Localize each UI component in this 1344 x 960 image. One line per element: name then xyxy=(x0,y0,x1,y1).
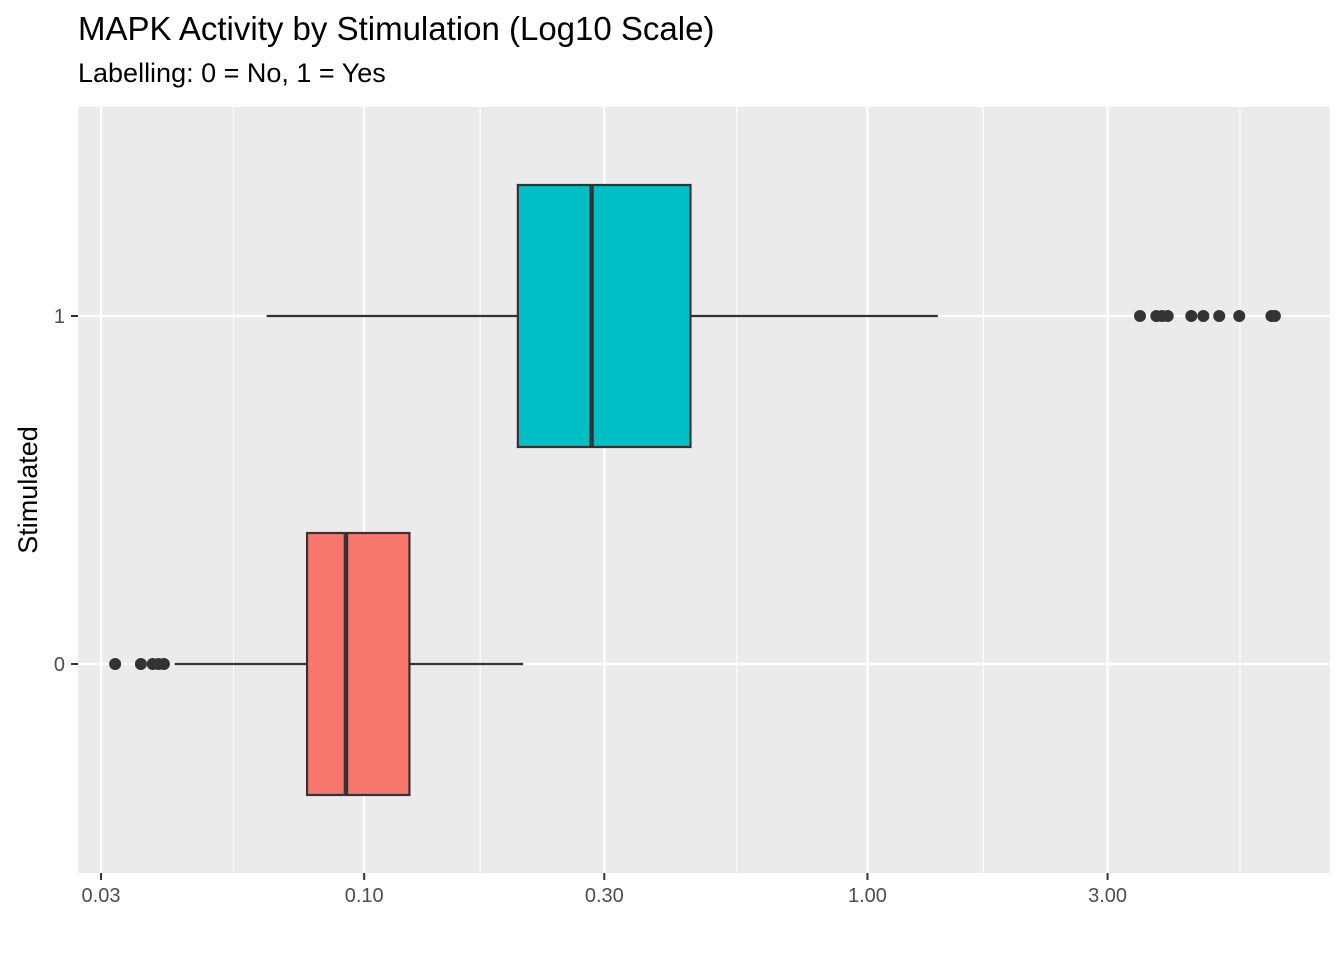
minor-gridlines xyxy=(232,107,1241,873)
y-axis-title: Stimulated xyxy=(13,426,43,554)
x-tick-label: 0.30 xyxy=(585,885,624,907)
x-tick-label: 1.00 xyxy=(848,885,887,907)
outlier-point xyxy=(1233,310,1246,322)
chart-title: MAPK Activity by Stimulation (Log10 Scal… xyxy=(78,10,715,47)
chart-subtitle: Labelling: 0 = No, 1 = Yes xyxy=(78,58,386,88)
outlier-point xyxy=(1185,310,1198,322)
box-group-1 xyxy=(266,183,1281,449)
x-tick-label: 0.10 xyxy=(345,885,384,907)
x-tick-label: 0.03 xyxy=(82,885,121,907)
box-iqr xyxy=(305,531,411,797)
outlier-point xyxy=(157,658,170,670)
box-layer xyxy=(109,183,1281,797)
outlier-point xyxy=(1134,310,1147,322)
y-tick-label: 0 xyxy=(54,654,65,676)
x-tick-label: 3.00 xyxy=(1088,885,1127,907)
outlier-point xyxy=(1213,310,1226,322)
axes-layer: 0.03 0.10 0.30 1.00 3.00 0 1 xyxy=(54,306,1127,907)
plot-panel xyxy=(78,107,1330,873)
outlier-point xyxy=(1161,310,1174,322)
outlier-point xyxy=(134,658,147,670)
y-tick-label: 1 xyxy=(54,306,65,328)
box-group-0 xyxy=(109,531,524,797)
box-iqr xyxy=(516,183,692,449)
outlier-point xyxy=(1268,310,1281,322)
outlier-point xyxy=(109,658,122,670)
outlier-point xyxy=(1197,310,1210,322)
